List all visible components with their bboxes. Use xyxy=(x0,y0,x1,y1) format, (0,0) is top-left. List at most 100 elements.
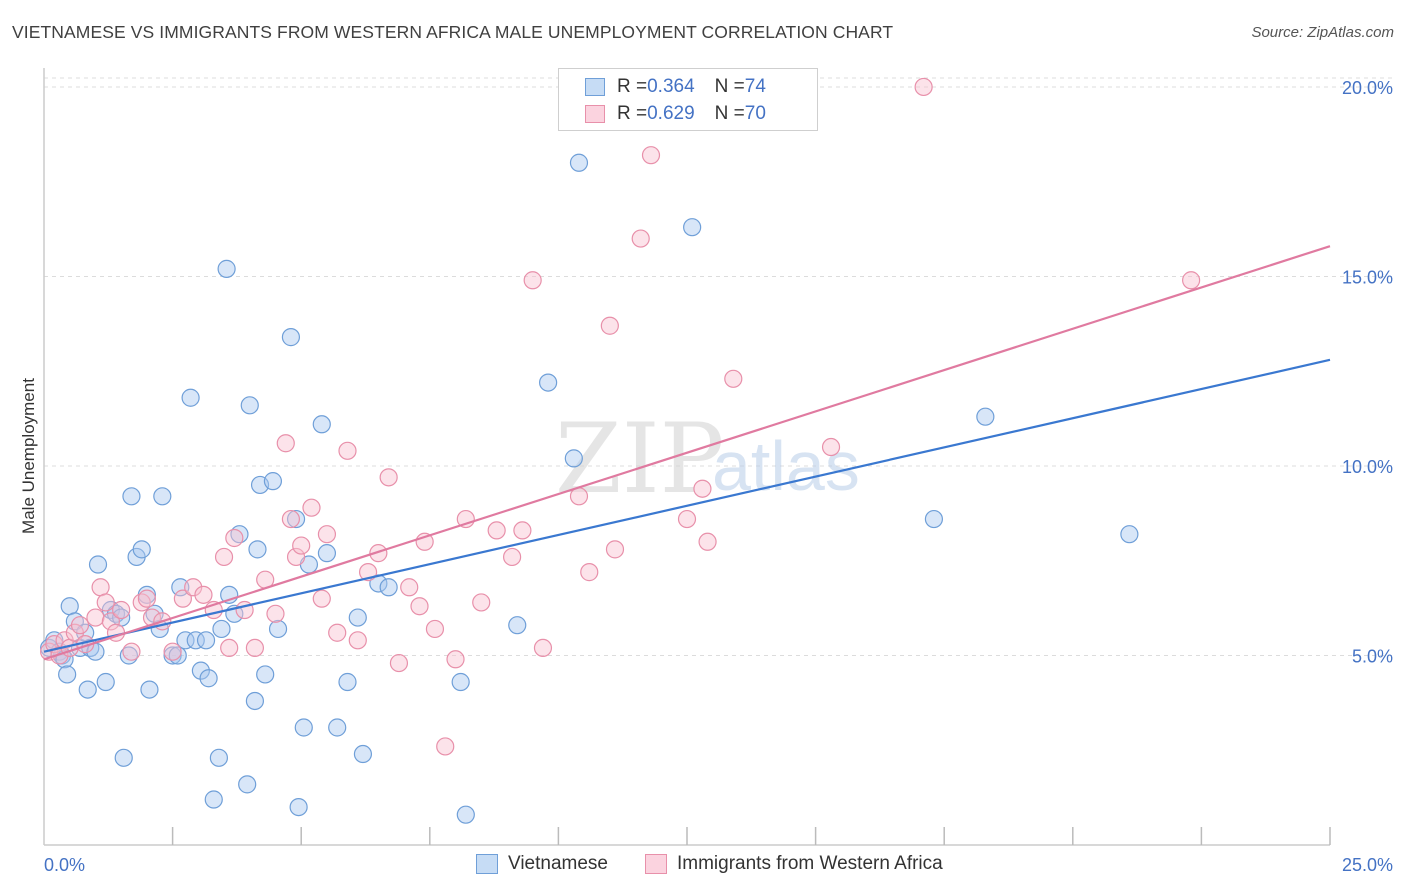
point-vietnamese xyxy=(240,396,259,415)
chart-title: VIETNAMESE VS IMMIGRANTS FROM WESTERN AF… xyxy=(12,22,894,42)
point-western-africa xyxy=(369,544,388,563)
point-vietnamese xyxy=(217,259,236,278)
point-vietnamese xyxy=(456,805,475,824)
point-vietnamese xyxy=(451,672,470,692)
x-tick-label: 25.0% xyxy=(1342,855,1393,875)
point-vietnamese xyxy=(186,631,205,650)
legend-row-vietnamese: R = 0.364 N = 74 xyxy=(585,75,766,99)
legend-swatch-western-africa xyxy=(585,105,605,123)
bottom-legend-swatch-western-africa xyxy=(645,854,667,874)
point-western-africa xyxy=(96,593,115,612)
legend-r-value: 0.629 xyxy=(647,103,695,124)
point-vietnamese xyxy=(539,373,558,392)
point-western-africa xyxy=(302,498,321,517)
point-western-africa xyxy=(86,608,105,627)
bottom-legend-swatch-vietnamese xyxy=(476,854,498,874)
point-vietnamese xyxy=(683,218,702,237)
point-vietnamese xyxy=(58,665,77,684)
point-vietnamese xyxy=(569,153,589,172)
x-tick-label: 0.0% xyxy=(44,855,85,875)
source-credit: Source: ZipAtlas.com xyxy=(1251,24,1394,41)
point-vietnamese xyxy=(204,790,223,809)
point-vietnamese xyxy=(199,669,218,688)
point-vietnamese xyxy=(140,680,159,699)
point-western-africa xyxy=(112,600,131,620)
legend-r-label: R = xyxy=(617,103,648,124)
y-axis-label: Male Unemployment xyxy=(19,378,38,534)
y-tick-label: 5.0% xyxy=(1352,646,1393,666)
point-vietnamese xyxy=(338,672,357,692)
bottom-legend-vietnamese: Vietnamese xyxy=(476,852,608,876)
point-western-africa xyxy=(580,563,599,582)
watermark-zip: ZIP xyxy=(555,403,724,515)
point-vietnamese xyxy=(312,415,331,434)
point-western-africa xyxy=(194,585,213,604)
point-vietnamese xyxy=(976,407,995,426)
legend-n-label: N = xyxy=(714,103,745,124)
correlation-legend: R = 0.364 N = 74 R = 0.629 N = 70 xyxy=(558,68,818,131)
point-vietnamese xyxy=(132,540,151,559)
bottom-legend-label-vietnamese: Vietnamese xyxy=(508,853,608,874)
point-western-africa xyxy=(600,316,619,335)
point-vietnamese xyxy=(176,631,195,650)
point-western-africa xyxy=(245,638,265,658)
point-vietnamese xyxy=(317,544,337,563)
legend-swatch-vietnamese xyxy=(585,78,605,96)
point-vietnamese xyxy=(1120,525,1139,544)
point-western-africa xyxy=(436,737,455,756)
point-western-africa xyxy=(348,631,367,650)
point-vietnamese xyxy=(212,619,231,639)
legend-r-value: 0.364 xyxy=(647,76,695,97)
point-western-africa xyxy=(487,521,506,540)
point-western-africa xyxy=(677,509,697,529)
point-western-africa xyxy=(1182,271,1201,290)
point-western-africa xyxy=(389,653,409,673)
point-western-africa xyxy=(184,578,203,597)
point-vietnamese xyxy=(245,691,265,711)
point-vietnamese xyxy=(196,631,216,650)
point-vietnamese xyxy=(153,487,172,506)
point-western-africa xyxy=(379,468,398,487)
point-vietnamese xyxy=(281,328,301,347)
point-western-africa xyxy=(513,521,532,540)
point-western-africa xyxy=(312,589,331,608)
point-vietnamese xyxy=(256,665,275,684)
point-western-africa xyxy=(472,593,491,612)
legend-row-western-africa: R = 0.629 N = 70 xyxy=(585,102,766,126)
point-western-africa xyxy=(317,525,337,544)
bottom-legend-western-africa: Immigrants from Western Africa xyxy=(645,852,943,876)
point-western-africa xyxy=(724,369,743,388)
point-vietnamese xyxy=(88,555,108,574)
point-western-africa xyxy=(914,77,933,97)
data-points xyxy=(40,77,1201,824)
trend-line-western-africa xyxy=(43,245,1331,661)
point-western-africa xyxy=(328,623,347,642)
point-western-africa xyxy=(400,578,419,597)
point-western-africa xyxy=(225,528,244,548)
point-western-africa xyxy=(122,642,141,661)
trend-lines xyxy=(43,245,1331,661)
point-western-africa xyxy=(425,619,445,639)
point-vietnamese xyxy=(96,672,115,692)
point-western-africa xyxy=(266,604,285,623)
trend-line-vietnamese xyxy=(43,358,1331,653)
point-vietnamese xyxy=(181,388,200,407)
point-western-africa xyxy=(137,589,156,608)
point-western-africa xyxy=(533,638,553,658)
point-vietnamese xyxy=(508,616,527,635)
point-vietnamese xyxy=(353,744,373,764)
point-western-africa xyxy=(446,650,465,669)
legend-n-value: 74 xyxy=(744,76,766,97)
point-vietnamese xyxy=(171,578,190,597)
axes xyxy=(43,68,1331,846)
y-tick-label: 20.0% xyxy=(1342,78,1393,98)
point-vietnamese xyxy=(122,487,141,506)
point-western-africa xyxy=(523,271,542,290)
point-western-africa xyxy=(220,638,239,658)
point-western-africa xyxy=(821,437,841,457)
point-western-africa xyxy=(286,547,306,567)
point-vietnamese xyxy=(289,797,308,817)
point-western-africa xyxy=(173,589,192,608)
point-vietnamese xyxy=(114,748,133,767)
